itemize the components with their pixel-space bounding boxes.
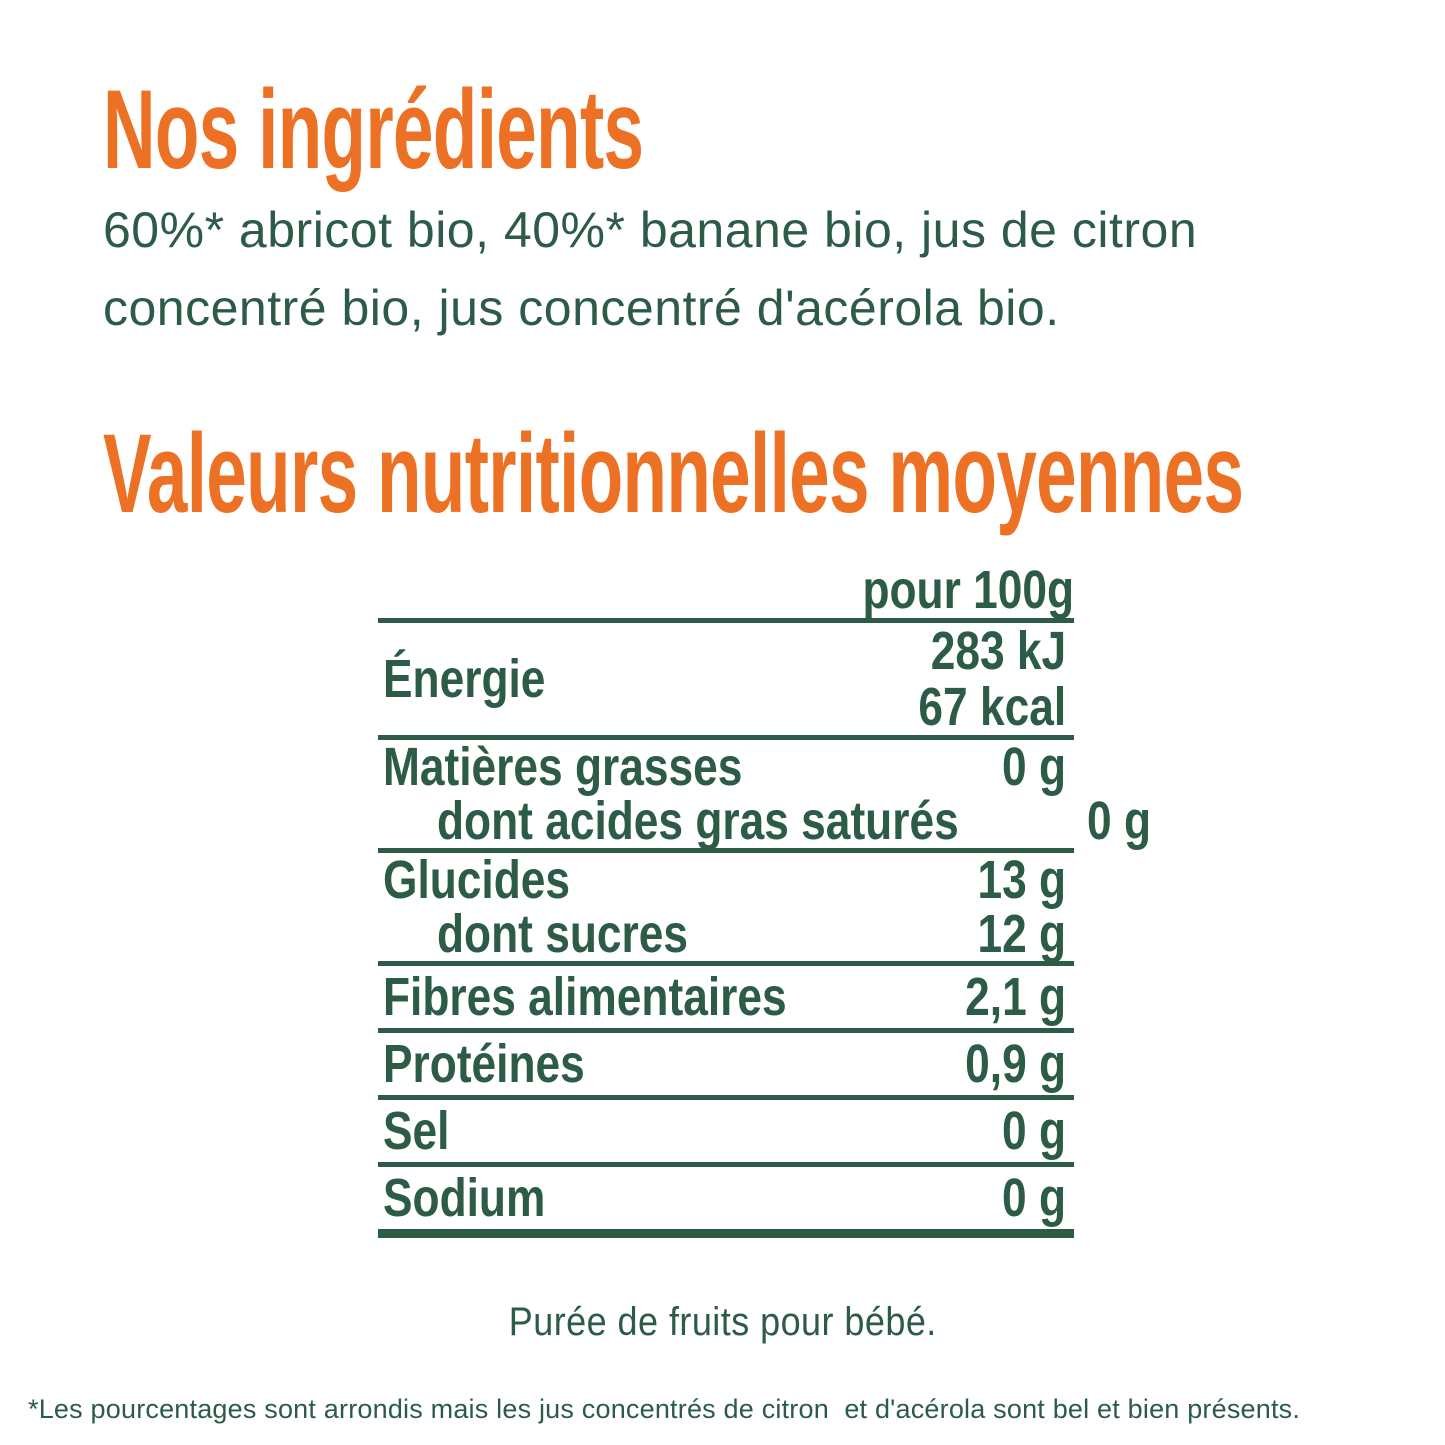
nutrition-row: Sel 0 g — [378, 1100, 1074, 1162]
nutrition-row-label: Sodium — [383, 1168, 546, 1228]
nutrition-section: Matières grasses 0 g dont acides gras satu… — [378, 740, 1151, 853]
product-description: Purée de fruits pour bébé. — [508, 1300, 937, 1344]
ingredients-line-2: concentré bio, jus concentré d'acérola b… — [103, 280, 1060, 336]
nutrition-row-label: Fibres alimentaires — [383, 967, 787, 1027]
nutrition-row: Fibres alimentaires 2,1 g — [378, 966, 1074, 1028]
nutrition-section: Énergie 283 kJ 67 kcal — [378, 623, 1074, 740]
nutrition-row: Matières grasses 0 g — [378, 740, 1074, 794]
nutrition-row: dont sucres 12 g — [378, 907, 1074, 961]
nutrition-column-header: pour 100g — [378, 557, 1074, 623]
nutrition-row-label: dont sucres — [437, 904, 688, 964]
nutrition-row-value: 0 g — [1087, 791, 1152, 851]
nutrition-row-value: 0 g — [1002, 1101, 1066, 1161]
nutrition-heading-text: Valeurs nutritionnelles moyennes — [103, 411, 1244, 536]
nutrition-row-label: Énergie — [383, 649, 546, 709]
nutrition-row-label: Matières grasses — [383, 737, 743, 797]
nutrition-row-label: dont acides gras saturés — [437, 791, 959, 851]
nutrition-row: Sodium 0 g — [378, 1167, 1074, 1229]
ingredients-text: 60%* abricot bio, 40%* banane bio, jus d… — [103, 191, 1197, 347]
nutrition-row-value: 0 g — [1002, 1168, 1066, 1228]
nutrition-heading: Valeurs nutritionnelles moyennes — [103, 410, 1445, 539]
nutrition-section: Sodium 0 g — [378, 1167, 1074, 1229]
nutrition-row-value: 283 kJ — [930, 621, 1066, 681]
nutrition-section: Fibres alimentaires 2,1 g — [378, 966, 1074, 1033]
nutrition-row-label: Protéines — [383, 1034, 585, 1094]
nutrition-section: Protéines 0,9 g — [378, 1033, 1074, 1100]
nutrition-row: Protéines 0,9 g — [378, 1033, 1074, 1095]
nutrition-section: Sel 0 g — [378, 1100, 1074, 1167]
footnote: *Les pourcentages sont arrondis mais les… — [28, 1394, 1301, 1424]
nutrition-row-value: 0,9 g — [965, 1034, 1066, 1094]
ingredients-heading: Nos ingrédients — [103, 66, 934, 195]
nutrition-row-value: 13 g — [977, 850, 1066, 910]
nutrition-row-values: 283 kJ 67 kcal — [886, 623, 1074, 735]
nutrition-row-value: 12 g — [977, 904, 1066, 964]
nutrition-row-label: Sel — [383, 1101, 450, 1161]
ingredients-heading-text: Nos ingrédients — [103, 67, 644, 192]
nutrition-row: dont acides gras saturés 0 g — [378, 791, 1151, 851]
nutrition-row-label: Glucides — [383, 850, 571, 910]
nutrition-row-value: 67 kcal — [918, 677, 1066, 737]
ingredients-line-1: 60%* abricot bio, 40%* banane bio, jus d… — [103, 202, 1198, 258]
nutrition-table: pour 100g Énergie 283 kJ 67 kcal Matières g… — [378, 557, 1151, 1238]
nutrition-row-value: 2,1 g — [965, 967, 1066, 1027]
nutrition-row-value: 0 g — [1002, 737, 1066, 797]
nutrition-row: Glucides 13 g — [378, 853, 1074, 907]
nutrition-section: Glucides 13 g dont sucres 12 g — [378, 853, 1074, 966]
